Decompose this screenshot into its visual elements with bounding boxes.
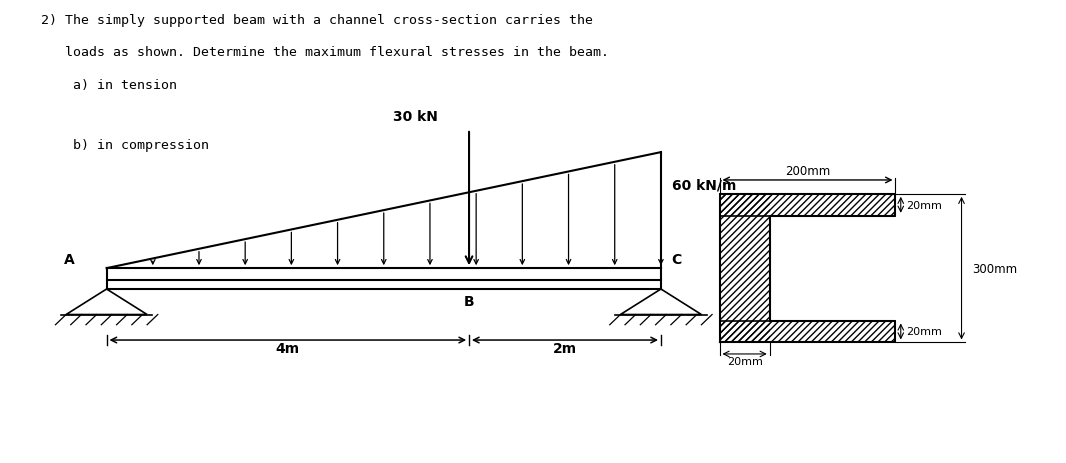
Bar [720,321,895,343]
Text: a) in tension: a) in tension [41,79,177,92]
Text: 30 kN: 30 kN [393,109,438,123]
Text: 4m: 4m [276,341,300,355]
Bar [720,194,770,343]
Text: loads as shown. Determine the maximum flexural stresses in the beam.: loads as shown. Determine the maximum fl… [41,46,609,59]
Text: 20mm: 20mm [906,327,942,337]
Text: 20mm: 20mm [727,357,762,366]
Text: 300mm: 300mm [972,262,1017,275]
Bar [720,194,770,343]
Bar [720,194,895,216]
Text: C: C [672,252,682,266]
Text: 2) The simply supported beam with a channel cross-section carries the: 2) The simply supported beam with a chan… [41,14,593,27]
Text: B: B [464,294,474,308]
Text: A: A [64,252,75,266]
Bar [720,194,895,216]
Text: 20mm: 20mm [906,200,942,210]
Text: b) in compression: b) in compression [41,139,209,152]
Text: 2m: 2m [553,341,577,355]
Text: 200mm: 200mm [785,165,830,178]
Bar [720,321,895,343]
Text: 60 kN/m: 60 kN/m [672,178,736,192]
Bar [770,216,895,321]
